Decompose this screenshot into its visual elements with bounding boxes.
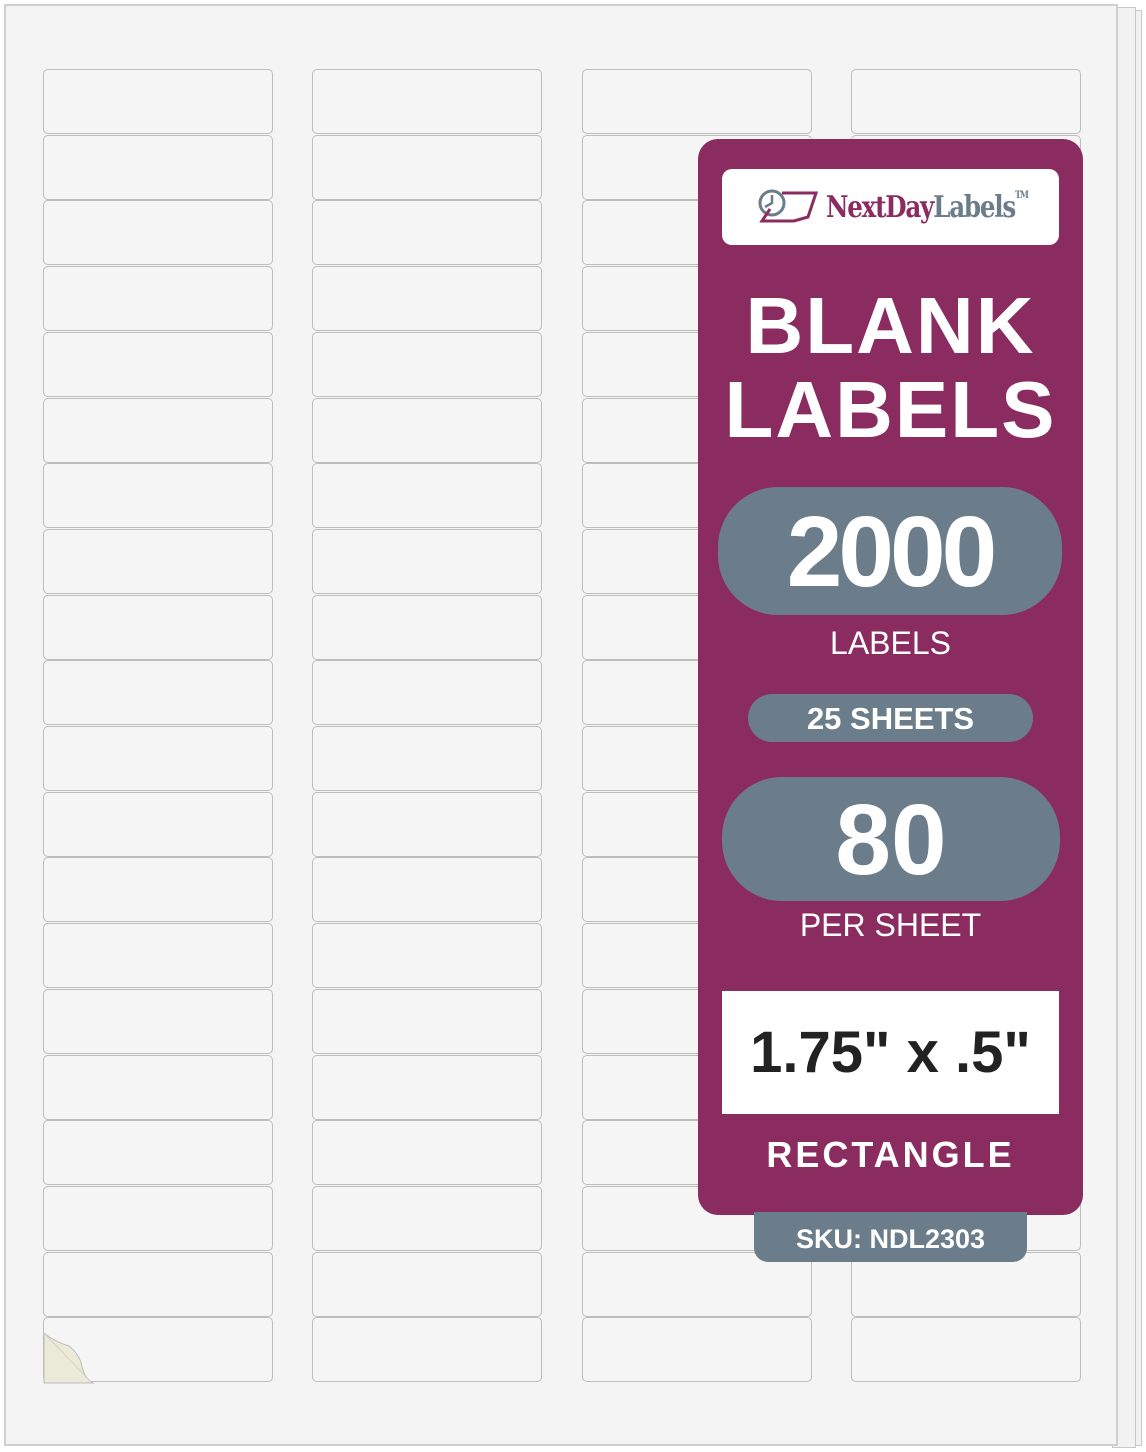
blank-label [312, 791, 542, 857]
blank-label [312, 69, 542, 134]
blank-label [43, 660, 273, 726]
blank-label [312, 923, 542, 989]
blank-label [43, 1185, 273, 1251]
blank-label [43, 463, 273, 529]
brand-logo: NextDayLabelsTM [722, 169, 1059, 245]
trademark: TM [1015, 189, 1030, 201]
blank-label [312, 266, 542, 332]
product-title: BLANK LABELS [698, 284, 1083, 452]
blank-label [312, 857, 542, 923]
blank-label [43, 791, 273, 857]
brand-name-part1: NextDay [826, 189, 934, 225]
title-line1: BLANK [745, 281, 1036, 370]
blank-label [312, 1120, 542, 1186]
blank-label [43, 1120, 273, 1186]
blank-label [312, 528, 542, 594]
blank-label [312, 1054, 542, 1120]
blank-label [312, 331, 542, 397]
brand-name-part2: Labels [933, 189, 1017, 225]
label-size: 1.75" x .5" [722, 991, 1059, 1114]
blank-label [43, 923, 273, 989]
blank-label [851, 1317, 1081, 1383]
blank-label [312, 463, 542, 529]
blank-label [312, 1251, 542, 1317]
per-sheet-caption: PER SHEET [799, 907, 982, 943]
blank-label [43, 1054, 273, 1120]
blank-label [582, 1317, 812, 1383]
blank-label [43, 726, 273, 791]
blank-label [312, 397, 542, 463]
sheets-badge: 25 SHEETS [748, 694, 1033, 742]
blank-label [312, 200, 542, 266]
blank-label [582, 69, 812, 134]
blank-label [43, 397, 273, 463]
blank-label [43, 134, 273, 200]
label-count-badge: 2000 [718, 487, 1062, 615]
blank-label [312, 988, 542, 1054]
blank-label [43, 1251, 273, 1317]
blank-label [312, 1185, 542, 1251]
product-info-panel: NextDayLabelsTM BLANK LABELS 2000 LABELS… [698, 139, 1083, 1215]
blank-label [43, 988, 273, 1054]
blank-label [312, 1317, 542, 1383]
title-line2: LABELS [724, 365, 1057, 454]
label-count-caption: LABELS [830, 625, 951, 661]
blank-label [43, 528, 273, 594]
label-shape: RECTANGLE [766, 1134, 1015, 1175]
blank-label [43, 857, 273, 923]
blank-label [43, 69, 273, 134]
blank-label [43, 266, 273, 332]
sku-tab: SKU: NDL2303 [754, 1212, 1027, 1262]
clock-label-icon [758, 189, 819, 223]
blank-label [312, 134, 542, 200]
blank-label [43, 331, 273, 397]
peel-corner-icon [43, 1332, 95, 1384]
blank-label [312, 660, 542, 726]
blank-label [43, 594, 273, 660]
blank-label [582, 1251, 812, 1317]
blank-label [312, 594, 542, 660]
blank-label [851, 69, 1081, 134]
per-sheet-badge: 80 [722, 777, 1060, 901]
blank-label [312, 726, 542, 791]
blank-label [43, 200, 273, 266]
